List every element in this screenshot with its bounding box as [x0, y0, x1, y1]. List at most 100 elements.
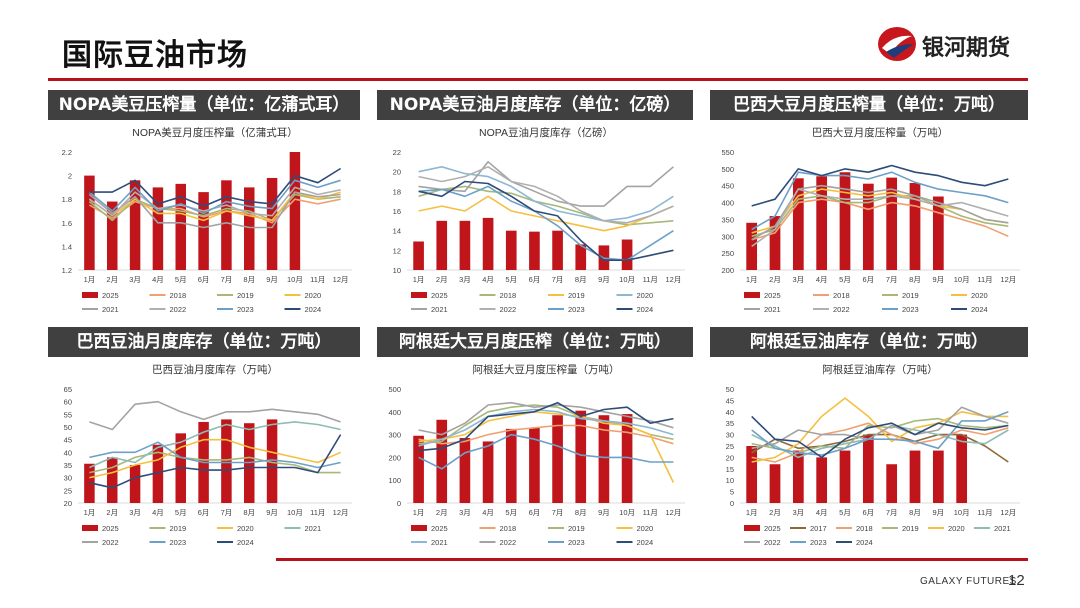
- bar-2025: [436, 220, 448, 270]
- legend-label: 2022: [102, 538, 119, 547]
- x-tick-label: 12月: [1000, 275, 1016, 284]
- y-tick-label: 450: [721, 182, 734, 191]
- legend-label: 2025: [764, 291, 781, 300]
- legend-label: 2024: [856, 538, 873, 547]
- legend-label: 2021: [764, 305, 781, 314]
- series-line-2021: [751, 424, 1009, 459]
- y-tick-label: 10: [726, 476, 734, 485]
- x-tick-label: 8月: [909, 508, 921, 517]
- x-tick-label: 8月: [243, 508, 255, 517]
- legend-swatch: [82, 292, 98, 298]
- y-tick-label: 0: [730, 499, 734, 508]
- x-tick-label: 4月: [816, 275, 828, 284]
- series-line-2023: [418, 433, 674, 470]
- y-tick-label: 25: [64, 486, 72, 495]
- x-tick-label: 4月: [152, 508, 164, 517]
- series-line-2019: [751, 195, 1009, 238]
- legend-label: 2025: [431, 524, 448, 533]
- x-tick-label: 4月: [152, 275, 164, 284]
- chart-argentina-crush: 阿根廷大豆月度压榨量（万吨） 0 100 200 300 400 500 1月 2月 3月 4月 5月…: [388, 363, 685, 547]
- series-line-2023: [88, 179, 341, 215]
- series-line-2022: [751, 188, 1009, 248]
- legend-label: 2022: [500, 538, 517, 547]
- legend-label: 2017: [810, 524, 827, 533]
- bar-2025: [243, 187, 255, 270]
- x-tick-label: 11月: [310, 508, 325, 517]
- y-tick-label: 35: [726, 419, 734, 428]
- y-tick-label: 300: [721, 232, 734, 241]
- legend-label: 2024: [237, 538, 254, 547]
- x-tick-label: 12月: [333, 275, 349, 284]
- bar-2025: [482, 217, 494, 270]
- x-tick-label: 3月: [459, 508, 471, 517]
- bar-2025: [84, 175, 95, 270]
- legend-label: 2025: [102, 291, 119, 300]
- bar-2025: [529, 231, 540, 270]
- x-tick-label: 5月: [505, 275, 517, 284]
- legend-label: 2023: [237, 305, 254, 314]
- bar-2025: [482, 441, 494, 503]
- bar-2025: [769, 464, 781, 503]
- bar-2025: [839, 172, 851, 270]
- x-tick-label: 3月: [129, 508, 141, 517]
- x-tick-label: 10月: [287, 275, 303, 284]
- x-tick-label: 7月: [221, 508, 233, 517]
- bar-2025: [816, 457, 828, 503]
- legend-label: 2019: [568, 291, 585, 300]
- series-line-2020: [751, 397, 1009, 463]
- x-tick-label: 10月: [954, 275, 970, 284]
- chart-title: 阿根廷大豆月度压榨量（万吨）: [473, 363, 620, 376]
- x-tick-label: 11月: [643, 275, 658, 284]
- x-tick-label: 9月: [598, 508, 610, 517]
- y-tick-label: 50: [64, 423, 72, 432]
- panel-argentina-crush: 阿根廷大豆月度压榨（单位：万吨） 阿根廷大豆月度压榨量（万吨） 0 100 200 30…: [377, 327, 693, 553]
- y-tick-label: 55: [64, 410, 72, 419]
- y-tick-label: 60: [64, 398, 72, 407]
- x-tick-label: 3月: [129, 275, 141, 284]
- x-tick-label: 12月: [333, 508, 349, 517]
- y-tick-label: 20: [64, 499, 72, 508]
- bar-2025: [266, 419, 278, 503]
- x-tick-label: 2月: [769, 275, 781, 284]
- series-line-2023: [751, 411, 1009, 456]
- legend-label: 2019: [170, 524, 187, 533]
- x-tick-label: 5月: [505, 508, 517, 517]
- bar-2025: [839, 450, 851, 503]
- x-tick-label: 2月: [106, 275, 118, 284]
- y-tick-label: 250: [721, 249, 734, 258]
- series-line-2023: [89, 441, 341, 469]
- chart-title: NOPA美豆月度压榨量（亿蒲式耳）: [132, 126, 297, 139]
- bar-2025: [266, 177, 278, 270]
- y-tick-label: 10: [393, 266, 401, 275]
- legend-label: 2022: [500, 305, 517, 314]
- series-line-2020: [418, 166, 674, 222]
- x-tick-label: 1月: [84, 508, 96, 517]
- x-tick-label: 6月: [198, 275, 210, 284]
- legend-label: 2023: [568, 305, 585, 314]
- series-line-2018: [418, 424, 674, 445]
- y-tick-label: 30: [726, 431, 734, 440]
- legend-label: 2024: [305, 305, 322, 314]
- legend-label: 2022: [764, 538, 781, 547]
- series-line-2024: [418, 401, 674, 452]
- chart-title: 阿根廷豆油库存（万吨）: [822, 363, 938, 376]
- footer-brand: GALAXY FUTURES: [920, 576, 1017, 587]
- legend-label: 2020: [971, 291, 988, 300]
- legend-label: 2022: [170, 305, 187, 314]
- chart-title: 巴西豆油月度库存（万吨）: [152, 363, 278, 376]
- y-tick-label: 100: [388, 476, 401, 485]
- y-tick-label: 2: [68, 172, 72, 181]
- series-line-2018: [751, 198, 1009, 241]
- x-tick-label: 11月: [643, 508, 658, 517]
- series-line-2023: [418, 185, 674, 261]
- panel-header: 巴西豆油月度库存（单位：万吨）: [48, 327, 360, 357]
- bar-2025: [886, 464, 898, 503]
- legend-swatch: [411, 525, 427, 531]
- legend-label: 2019: [902, 524, 919, 533]
- chart-title: 巴西大豆月度压榨量（万吨）: [812, 126, 949, 139]
- y-tick-label: 65: [64, 385, 72, 394]
- legend-label: 2025: [764, 524, 781, 533]
- bar-2025: [575, 244, 587, 270]
